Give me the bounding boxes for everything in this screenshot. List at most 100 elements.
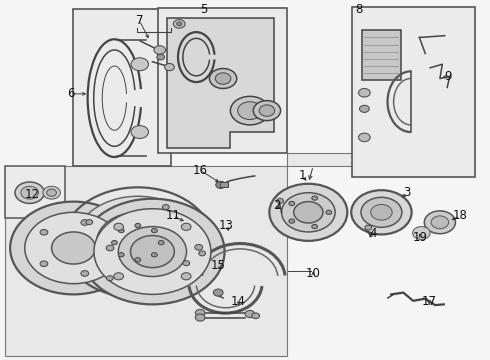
Circle shape	[74, 196, 201, 289]
Circle shape	[158, 240, 164, 245]
Circle shape	[371, 204, 392, 220]
Circle shape	[131, 126, 148, 139]
Text: 7: 7	[136, 14, 143, 27]
Circle shape	[47, 189, 56, 196]
Circle shape	[119, 253, 124, 257]
Circle shape	[106, 276, 113, 281]
Circle shape	[21, 186, 38, 199]
Text: 8: 8	[355, 3, 362, 16]
Circle shape	[97, 212, 179, 273]
Circle shape	[109, 221, 167, 264]
Text: 1: 1	[299, 170, 306, 183]
Polygon shape	[362, 30, 401, 80]
Circle shape	[259, 105, 275, 116]
Circle shape	[154, 46, 166, 54]
Bar	[74, 9, 171, 166]
Circle shape	[151, 228, 157, 233]
Circle shape	[43, 186, 60, 199]
Text: 19: 19	[413, 231, 428, 244]
Circle shape	[51, 232, 96, 264]
Circle shape	[431, 216, 449, 229]
Text: 14: 14	[231, 295, 246, 308]
Circle shape	[245, 310, 255, 318]
Circle shape	[114, 273, 123, 280]
Text: 10: 10	[306, 267, 320, 280]
Circle shape	[360, 105, 369, 112]
Circle shape	[151, 253, 157, 257]
Circle shape	[351, 190, 412, 234]
Circle shape	[216, 181, 225, 188]
Circle shape	[10, 202, 137, 294]
Circle shape	[326, 210, 332, 215]
Circle shape	[196, 314, 205, 321]
Circle shape	[424, 211, 456, 234]
Circle shape	[80, 199, 224, 304]
Bar	[352, 7, 475, 177]
Circle shape	[130, 235, 174, 267]
Circle shape	[196, 309, 205, 316]
Circle shape	[312, 196, 318, 200]
Text: 11: 11	[166, 210, 180, 222]
Text: 15: 15	[211, 258, 225, 272]
Circle shape	[131, 58, 148, 71]
Bar	[5, 166, 65, 218]
Circle shape	[157, 54, 165, 60]
Circle shape	[270, 184, 347, 241]
Circle shape	[183, 261, 190, 266]
Circle shape	[253, 101, 281, 121]
Circle shape	[119, 228, 124, 233]
Circle shape	[15, 182, 44, 203]
Text: 16: 16	[193, 164, 208, 177]
Circle shape	[199, 251, 205, 256]
Circle shape	[94, 209, 211, 294]
Bar	[220, 183, 228, 187]
Circle shape	[181, 273, 191, 280]
Circle shape	[114, 223, 123, 230]
Text: 2: 2	[273, 199, 280, 212]
Circle shape	[40, 261, 48, 267]
Circle shape	[112, 240, 117, 245]
Circle shape	[25, 212, 122, 284]
Text: 17: 17	[422, 295, 437, 308]
Circle shape	[81, 220, 89, 225]
Circle shape	[135, 258, 141, 262]
Circle shape	[359, 89, 370, 97]
Circle shape	[312, 224, 318, 229]
Circle shape	[135, 223, 141, 228]
Text: 3: 3	[403, 186, 411, 199]
Circle shape	[177, 22, 182, 26]
Circle shape	[238, 102, 262, 120]
Circle shape	[162, 204, 169, 210]
Circle shape	[294, 202, 323, 223]
Circle shape	[195, 244, 202, 250]
Circle shape	[215, 73, 231, 84]
Text: 13: 13	[219, 219, 234, 232]
Circle shape	[359, 133, 370, 142]
Circle shape	[289, 201, 294, 206]
Polygon shape	[5, 153, 352, 356]
Circle shape	[81, 271, 89, 276]
Circle shape	[209, 68, 237, 89]
Circle shape	[230, 96, 270, 125]
Circle shape	[173, 20, 185, 28]
Circle shape	[213, 289, 223, 296]
Circle shape	[165, 63, 174, 71]
Circle shape	[365, 225, 372, 230]
Circle shape	[413, 226, 430, 239]
Circle shape	[118, 226, 187, 276]
Text: 4: 4	[369, 227, 377, 240]
Circle shape	[40, 229, 48, 235]
Text: 5: 5	[200, 3, 207, 16]
Polygon shape	[167, 18, 274, 148]
Circle shape	[86, 220, 93, 225]
Text: 9: 9	[444, 70, 451, 83]
Circle shape	[106, 245, 114, 251]
Text: 12: 12	[24, 188, 40, 201]
Circle shape	[361, 197, 402, 227]
Text: 6: 6	[67, 87, 74, 100]
Circle shape	[289, 219, 294, 223]
Circle shape	[277, 198, 284, 203]
Circle shape	[181, 223, 191, 230]
Circle shape	[252, 313, 260, 319]
Text: 18: 18	[453, 210, 468, 222]
